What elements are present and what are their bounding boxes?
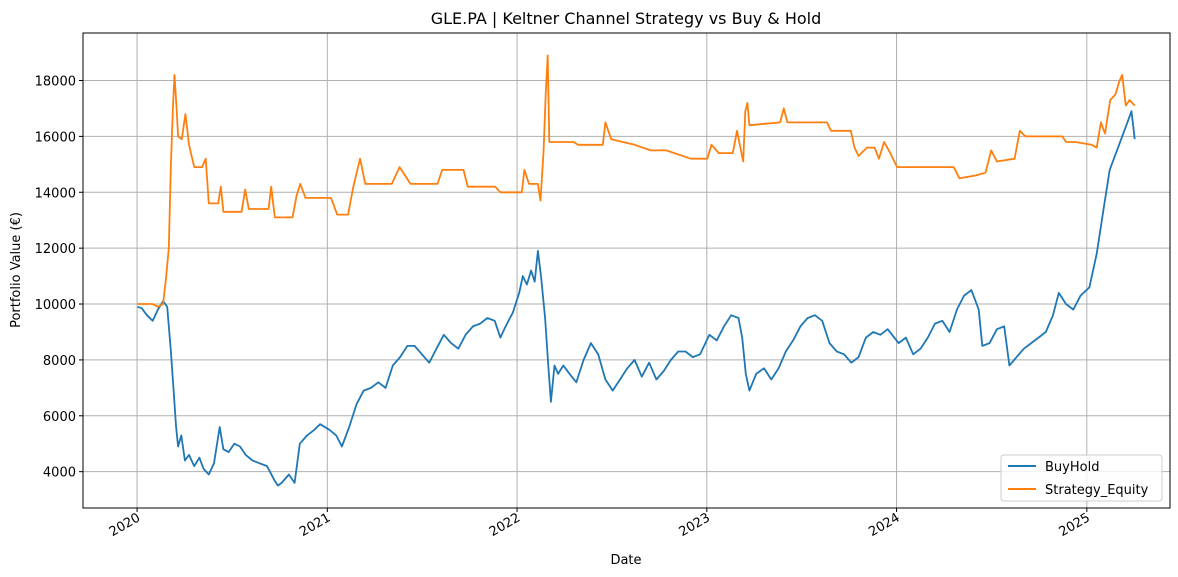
y-tick-label: 12000: [35, 242, 76, 257]
chart-title: GLE.PA | Keltner Channel Strategy vs Buy…: [431, 9, 822, 28]
y-axis: 4000 6000 8000 10000 12000 14000 16000 18000: [35, 75, 83, 481]
y-tick-label: 16000: [35, 130, 76, 145]
grid: [83, 33, 1170, 508]
series-line-buyhold: [137, 110, 1136, 487]
x-axis-label: Date: [610, 553, 641, 568]
y-axis-label: Portfolio Value (€): [9, 212, 24, 328]
plot-frame: [82, 32, 1171, 509]
series-line-strategy-equity: [137, 54, 1136, 308]
y-tick-label: 14000: [35, 186, 76, 201]
y-tick-label: 10000: [35, 298, 76, 313]
y-tick-label: 8000: [43, 354, 76, 369]
legend-label-buyhold: BuyHold: [1045, 460, 1099, 475]
legend-label-strategy-equity: Strategy_Equity: [1045, 483, 1149, 498]
y-tick-label: 4000: [43, 466, 76, 481]
legend: BuyHold Strategy_Equity: [1000, 454, 1163, 502]
legend-box: [1000, 454, 1163, 502]
series-layer: [137, 54, 1136, 487]
y-tick-label: 6000: [43, 410, 76, 425]
y-tick-label: 18000: [35, 75, 76, 90]
